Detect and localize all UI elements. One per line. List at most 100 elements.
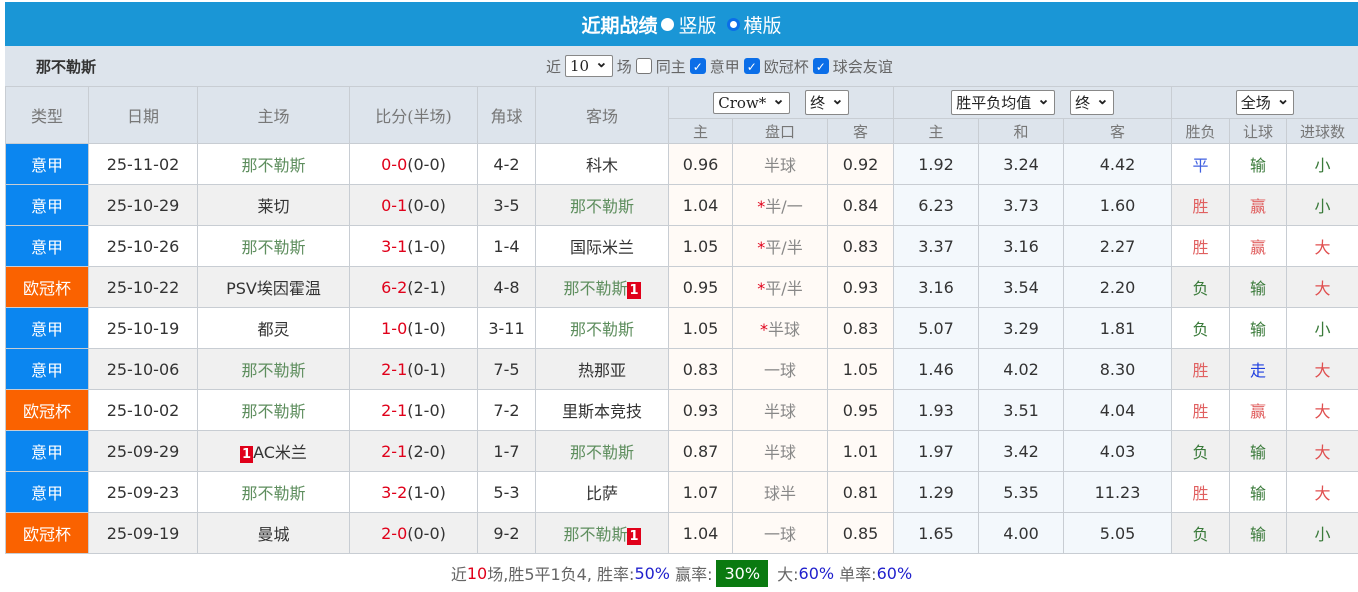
corners: 3-5 xyxy=(478,185,536,226)
competition-badge[interactable]: 意甲 xyxy=(6,308,89,349)
competition-badge[interactable]: 欧冠杯 xyxy=(6,267,89,308)
table-row: 欧冠杯 25-10-02 那不勒斯 2-1(1-0) 7-2 里斯本竞技 0.9… xyxy=(6,390,1358,431)
competition-badge[interactable]: 意甲 xyxy=(6,349,89,390)
handicap-line: 半球 xyxy=(733,144,828,185)
away-team-name: 里斯本竞技 xyxy=(562,402,642,421)
home-team[interactable]: 都灵 xyxy=(198,308,350,349)
home-win-odds: 3.37 xyxy=(894,226,979,267)
full-score: 3-2 xyxy=(381,483,407,502)
score[interactable]: 0-1(0-0) xyxy=(350,185,478,226)
handicap-away-odds: 0.92 xyxy=(828,144,894,185)
radio-vertical[interactable] xyxy=(661,18,674,31)
home-team[interactable]: 那不勒斯 xyxy=(198,144,350,185)
handicap-line: *平/半 xyxy=(733,267,828,308)
half-score: (0-0) xyxy=(407,524,446,543)
handicap-result: 输 xyxy=(1230,144,1287,185)
away-team[interactable]: 那不勒斯 xyxy=(536,308,669,349)
period-select[interactable]: 全场 xyxy=(1236,90,1295,115)
home-team[interactable]: 莱切 xyxy=(198,185,350,226)
ucl-checkbox[interactable]: ✓ xyxy=(744,58,760,74)
half-score: (2-0) xyxy=(407,442,446,461)
home-win-odds: 6.23 xyxy=(894,185,979,226)
away-team-name: 那不勒斯 xyxy=(570,443,634,462)
competition-badge[interactable]: 意甲 xyxy=(6,185,89,226)
away-team-name: 比萨 xyxy=(586,484,618,503)
competition-badge[interactable]: 欧冠杯 xyxy=(6,513,89,554)
handicap-line-value: 一球 xyxy=(764,361,796,380)
company-select[interactable]: Crow* xyxy=(713,92,790,114)
same-home-checkbox[interactable] xyxy=(636,58,652,74)
score[interactable]: 0-0(0-0) xyxy=(350,144,478,185)
handicap-home-odds: 1.05 xyxy=(669,308,733,349)
serie-a-checkbox[interactable]: ✓ xyxy=(690,58,706,74)
score[interactable]: 3-1(1-0) xyxy=(350,226,478,267)
home-team[interactable]: 那不勒斯 xyxy=(198,349,350,390)
away-team[interactable]: 热那亚 xyxy=(536,349,669,390)
score[interactable]: 2-1(1-0) xyxy=(350,390,478,431)
ucl-label: 欧冠杯 xyxy=(764,56,809,77)
title-banner: 近期战绩 竖版 横版 xyxy=(5,2,1358,46)
final-select-2[interactable]: 终 xyxy=(1070,90,1114,115)
competition-badge[interactable]: 意甲 xyxy=(6,472,89,513)
full-score: 2-0 xyxy=(381,524,407,543)
final-select-1[interactable]: 终 xyxy=(805,90,849,115)
away-team[interactable]: 那不勒斯 xyxy=(536,185,669,226)
full-score: 3-1 xyxy=(381,237,407,256)
match-date: 25-10-26 xyxy=(89,226,198,267)
handicap-line-value: 半球 xyxy=(764,156,796,175)
away-team[interactable]: 那不勒斯 xyxy=(536,431,669,472)
handicap-away-odds: 1.05 xyxy=(828,349,894,390)
score[interactable]: 3-2(1-0) xyxy=(350,472,478,513)
odds-type-select[interactable]: 胜平负均值 xyxy=(951,90,1055,115)
score[interactable]: 1-0(1-0) xyxy=(350,308,478,349)
corners: 7-5 xyxy=(478,349,536,390)
away-team[interactable]: 里斯本竞技 xyxy=(536,390,669,431)
away-team-name: 科木 xyxy=(586,156,618,175)
score[interactable]: 2-1(0-1) xyxy=(350,349,478,390)
score[interactable]: 2-0(0-0) xyxy=(350,513,478,554)
competition-badge[interactable]: 意甲 xyxy=(6,431,89,472)
star-mark: * xyxy=(760,320,768,339)
subcol-4: 和 xyxy=(979,119,1064,144)
subcol-8: 进球数 xyxy=(1287,119,1358,144)
away-team[interactable]: 国际米兰 xyxy=(536,226,669,267)
match-count-select[interactable]: 10 xyxy=(565,55,613,77)
radio-horizontal[interactable] xyxy=(727,18,740,31)
home-win-odds: 1.65 xyxy=(894,513,979,554)
home-team[interactable]: PSV埃因霍温 xyxy=(198,267,350,308)
team-name: 那不勒斯 xyxy=(36,56,96,77)
full-score: 0-1 xyxy=(381,196,407,215)
home-team[interactable]: 那不勒斯 xyxy=(198,390,350,431)
home-team[interactable]: 那不勒斯 xyxy=(198,226,350,267)
home-team-name: 都灵 xyxy=(257,320,289,339)
home-team[interactable]: 曼城 xyxy=(198,513,350,554)
over-under-result: 大 xyxy=(1287,349,1358,390)
full-score: 2-1 xyxy=(381,360,407,379)
home-team[interactable]: 那不勒斯 xyxy=(198,472,350,513)
full-score: 0-0 xyxy=(381,155,407,174)
home-win-odds: 1.92 xyxy=(894,144,979,185)
handicap-away-odds: 0.93 xyxy=(828,267,894,308)
competition-badge[interactable]: 意甲 xyxy=(6,226,89,267)
score[interactable]: 2-1(2-0) xyxy=(350,431,478,472)
score[interactable]: 6-2(2-1) xyxy=(350,267,478,308)
away-team[interactable]: 比萨 xyxy=(536,472,669,513)
table-row: 意甲 25-11-02 那不勒斯 0-0(0-0) 4-2 科木 0.96 半球… xyxy=(6,144,1358,185)
friendly-checkbox[interactable]: ✓ xyxy=(813,58,829,74)
competition-badge[interactable]: 意甲 xyxy=(6,144,89,185)
result: 胜 xyxy=(1172,185,1230,226)
draw-odds: 5.35 xyxy=(979,472,1064,513)
handicap-line-value: 半球 xyxy=(764,443,796,462)
corners: 4-8 xyxy=(478,267,536,308)
handicap-home-odds: 1.07 xyxy=(669,472,733,513)
subcol-5: 客 xyxy=(1064,119,1172,144)
match-date: 25-09-29 xyxy=(89,431,198,472)
subcol-6: 胜负 xyxy=(1172,119,1230,144)
handicap-line: *平/半 xyxy=(733,226,828,267)
competition-badge[interactable]: 欧冠杯 xyxy=(6,390,89,431)
away-team[interactable]: 科木 xyxy=(536,144,669,185)
